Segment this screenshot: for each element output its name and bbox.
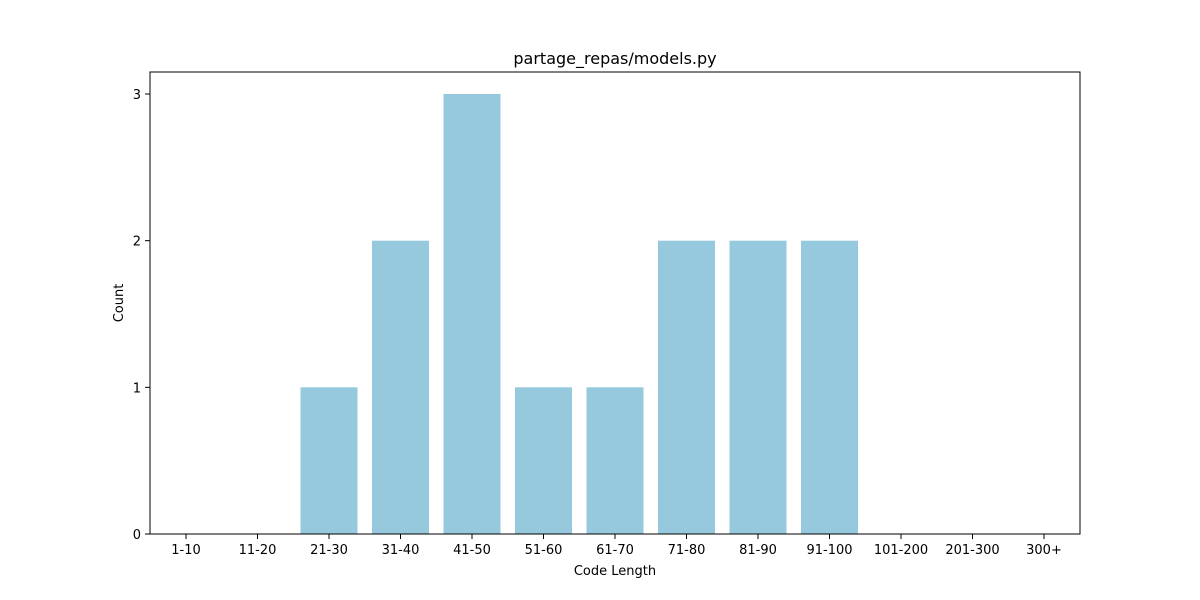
- y-tick-label: 3: [133, 88, 141, 103]
- bar-31-40: [372, 240, 429, 534]
- y-axis-label: Count: [112, 284, 127, 323]
- x-tick-label: 300+: [1026, 543, 1062, 558]
- x-tick-label: 11-20: [239, 543, 277, 558]
- x-tick-label: 201-300: [945, 543, 999, 558]
- x-tick-label: 91-100: [806, 543, 852, 558]
- bar-81-90: [729, 240, 787, 534]
- bars-group: [300, 94, 858, 534]
- y-tick-label: 2: [133, 235, 141, 250]
- x-tick-label: 71-80: [668, 543, 706, 558]
- x-axis: 1-10 11-20 21-30 31-40 41-50 51-60 61-70 71-80 8…: [171, 534, 1062, 558]
- x-tick-label: 41-50: [453, 543, 491, 558]
- bar-41-50: [443, 94, 501, 534]
- x-tick-label: 21-30: [310, 543, 348, 558]
- x-tick-label: 1-10: [171, 543, 201, 558]
- bar-91-100: [801, 240, 858, 534]
- y-axis: 0 1 2 3: [133, 88, 150, 543]
- y-tick-label: 0: [133, 528, 141, 543]
- chart-title: partage_repas/models.py: [513, 49, 716, 69]
- x-tick-label: 61-70: [596, 543, 634, 558]
- x-axis-label: Code Length: [574, 564, 656, 579]
- x-tick-label: 31-40: [382, 543, 420, 558]
- bar-21-30: [300, 387, 358, 534]
- y-tick-label: 1: [133, 381, 141, 396]
- x-tick-label: 51-60: [525, 543, 563, 558]
- x-tick-label: 101-200: [874, 543, 928, 558]
- bar-51-60: [515, 387, 572, 534]
- x-tick-label: 81-90: [739, 543, 777, 558]
- bar-61-70: [586, 387, 644, 534]
- bar-71-80: [658, 240, 715, 534]
